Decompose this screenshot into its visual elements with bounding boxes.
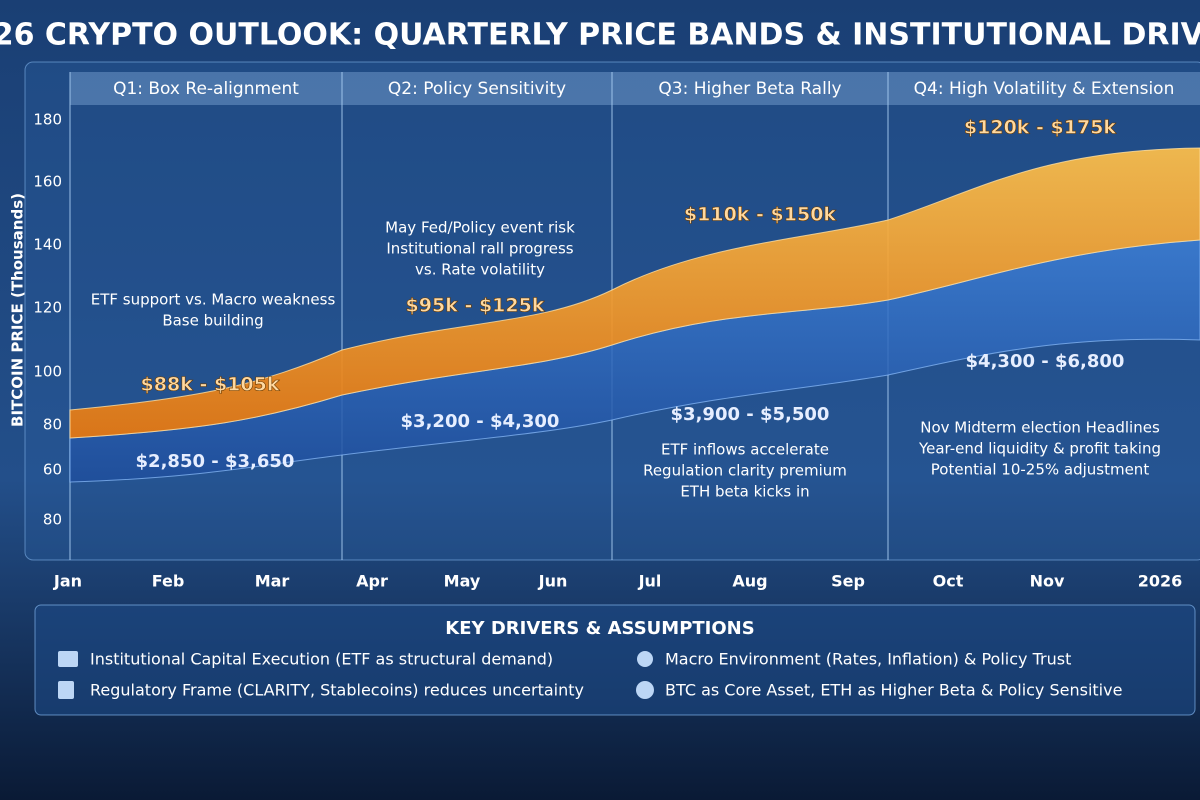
quarter-title: Q2: Policy Sensitivity (388, 79, 566, 99)
month-label: Nov (1030, 572, 1065, 591)
month-label: Apr (356, 572, 388, 591)
y-axis-label: 160 (33, 173, 62, 191)
month-label: 2026 (1138, 572, 1183, 591)
drivers-title: KEY DRIVERS & ASSUMPTIONS (445, 618, 754, 639)
driver-item: Regulatory Frame (CLARITY, Stablecoins) … (90, 681, 584, 700)
quarter-note: Nov Midterm election Headlines (920, 419, 1160, 437)
drivers-box (34, 604, 1196, 716)
month-label: Jun (538, 572, 568, 591)
month-label: Mar (255, 572, 290, 591)
y-axis-label: 100 (33, 363, 62, 381)
quarter-note: Institutional rall progress (386, 240, 573, 258)
btc-band-label: $110k - $150k (684, 204, 837, 226)
month-label: Oct (933, 572, 964, 591)
driver-icons (58, 651, 654, 699)
y-axis-label: 80 (43, 416, 62, 434)
quarter-note: ETH beta kicks in (680, 483, 809, 501)
driver-item: Macro Environment (Rates, Inflation) & P… (665, 650, 1071, 669)
y-axis-label: 80 (43, 511, 62, 529)
eth-band-label: $3,200 - $4,300 (401, 411, 560, 432)
y-axis-label: 120 (33, 299, 62, 317)
eth-band-label: $4,300 - $6,800 (966, 351, 1125, 372)
quarter-title: Q4: High Volatility & Extension (914, 79, 1175, 99)
title: 2026 CRYPTO OUTLOOK: QUARTERLY PRICE BAN… (0, 18, 1200, 53)
driver-item: Institutional Capital Execution (ETF as … (90, 650, 553, 669)
y-axis-title: BITCOIN PRICE (Thousands) (9, 193, 27, 427)
quarter-note: May Fed/Policy event risk (385, 219, 575, 237)
btc-band-label: $95k - $125k (406, 295, 545, 317)
y-axis-label: 140 (33, 236, 62, 254)
month-label: Jan (53, 572, 82, 591)
driver-item: BTC as Core Asset, ETH as Higher Beta & … (665, 681, 1122, 700)
btc-band-label: $88k - $105k (141, 374, 280, 396)
month-label: Jul (638, 572, 662, 591)
quarter-title: Q3: Higher Beta Rally (658, 79, 841, 99)
quarter-title: Q1: Box Re-alignment (113, 79, 299, 99)
month-label: May (444, 572, 481, 591)
eth-band-label: $3,900 - $5,500 (671, 404, 830, 425)
quarter-header-strip (70, 72, 1200, 105)
quarter-note: Year-end liquidity & profit taking (918, 440, 1161, 458)
quarter-note: Base building (162, 312, 263, 330)
y-axis-label: 180 (33, 111, 62, 129)
btc-band (69, 147, 1200, 439)
quarter-note: vs. Rate volatility (415, 261, 545, 279)
y-axis-label: 60 (43, 461, 62, 479)
btc-band-label: $120k - $175k (964, 117, 1117, 139)
eth-band-label: $2,850 - $3,650 (136, 451, 295, 472)
month-label: Aug (732, 572, 767, 591)
month-label: Feb (152, 572, 185, 591)
quarter-note: ETF inflows accelerate (661, 441, 829, 459)
quarter-note: ETF support vs. Macro weakness (91, 291, 336, 309)
quarter-note: Regulation clarity premium (643, 462, 847, 480)
month-label: Sep (831, 572, 865, 591)
quarter-note: Potential 10-25% adjustment (931, 461, 1150, 479)
